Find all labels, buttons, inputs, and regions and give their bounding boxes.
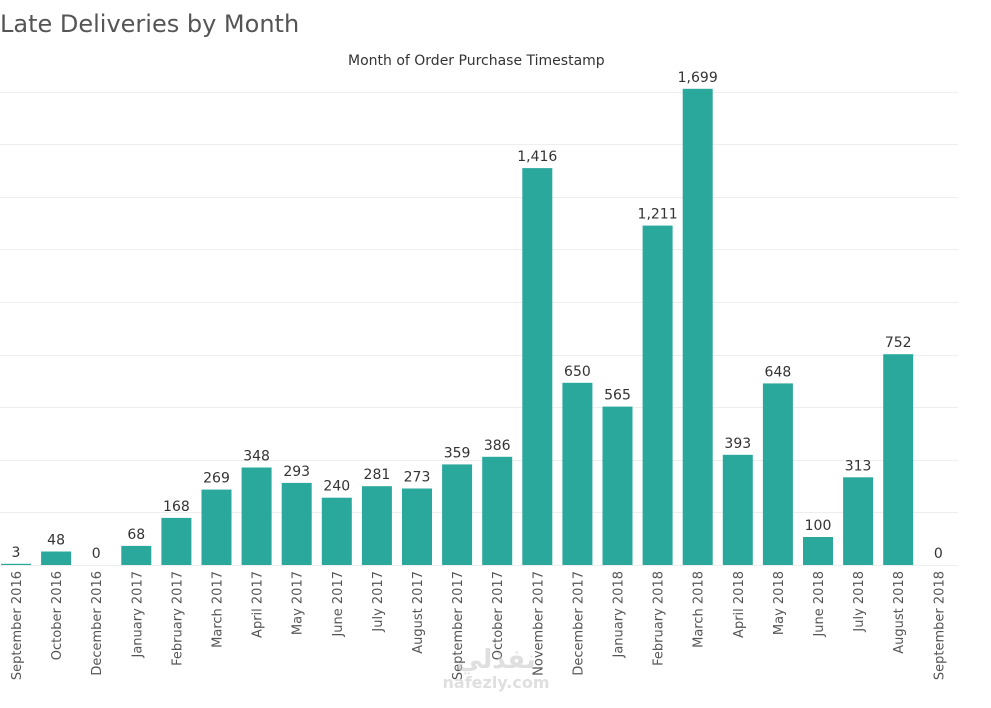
watermark-logo: نفذلي: [456, 645, 536, 675]
x-tick-label: January 2018: [612, 571, 627, 659]
data-label: 273: [404, 470, 431, 486]
data-label: 650: [564, 364, 591, 380]
data-label: 240: [323, 479, 350, 495]
bar: [762, 383, 793, 565]
x-tick-label: November 2017: [531, 571, 546, 676]
x-tick-label: June 2018: [812, 571, 827, 638]
watermark-text: nafezly.com: [442, 673, 550, 692]
bar: [321, 497, 352, 565]
bar: [843, 477, 874, 565]
x-tick-label: February 2018: [652, 571, 667, 666]
x-tick-label: October 2017: [491, 571, 506, 660]
data-label: 752: [885, 335, 912, 351]
data-label: 348: [243, 449, 270, 465]
data-label: 168: [163, 499, 190, 515]
x-tick-label: July 2017: [371, 571, 386, 633]
bar: [682, 88, 713, 566]
data-label: 648: [765, 364, 792, 380]
bar: [121, 545, 152, 565]
x-tick-label: February 2017: [170, 571, 185, 666]
x-tick-label: September 2017: [451, 571, 466, 680]
bar: [482, 456, 513, 565]
watermark: نفذلي nafezly.com: [436, 646, 556, 692]
data-label: 0: [934, 546, 943, 562]
x-tick-label: December 2017: [571, 571, 586, 676]
x-tick-label: May 2018: [772, 571, 787, 635]
data-label: 386: [484, 438, 511, 454]
x-axis-title: Month of Order Purchase Timestamp: [348, 53, 605, 69]
chart-title: Late Deliveries by Month: [0, 10, 300, 38]
data-label: 3: [12, 545, 21, 561]
data-label: 48: [47, 533, 65, 549]
x-tick-label: October 2016: [50, 571, 65, 660]
bar: [522, 168, 553, 565]
bar: [883, 354, 914, 565]
bar: [361, 486, 392, 565]
bar: [161, 517, 192, 565]
x-tick-label: April 2018: [732, 571, 747, 638]
x-tick-label: August 2018: [892, 571, 907, 654]
data-label: 359: [444, 445, 471, 461]
gridlines: [0, 92, 958, 566]
x-tick-label: March 2017: [211, 571, 226, 648]
data-label: 0: [92, 546, 101, 562]
data-label: 100: [805, 518, 832, 534]
bar: [1, 563, 31, 565]
data-label: 393: [724, 436, 751, 452]
bar: [722, 454, 753, 565]
x-tick-labels: September 2016 October 2016 December 2016 J…: [10, 571, 947, 680]
bars: [1, 88, 914, 566]
x-tick-label: March 2018: [692, 571, 707, 648]
x-tick-label: September 2018: [932, 571, 947, 680]
data-label: 565: [604, 388, 631, 404]
x-tick-label: August 2017: [411, 571, 426, 654]
data-label: 293: [283, 464, 310, 480]
bar: [602, 406, 633, 565]
bar: [281, 482, 312, 565]
bar: [642, 225, 673, 565]
data-label: 281: [364, 467, 391, 483]
data-label: 313: [845, 458, 872, 474]
x-tick-label: July 2018: [852, 571, 867, 633]
data-label: 269: [203, 471, 230, 487]
x-tick-label: September 2016: [10, 571, 25, 680]
x-tick-label: June 2017: [331, 571, 346, 638]
bar: [442, 464, 473, 565]
x-tick-label: December 2016: [90, 571, 105, 676]
data-label: 1,699: [678, 70, 718, 86]
bar: [803, 537, 833, 565]
bar: [402, 488, 432, 565]
x-tick-label: January 2017: [130, 571, 145, 659]
bar: [562, 382, 593, 565]
data-label: 1,211: [638, 207, 678, 223]
bar: [241, 467, 272, 565]
bar: [41, 551, 72, 565]
x-tick-label: May 2017: [291, 571, 306, 635]
data-label: 1,416: [517, 149, 557, 165]
bar: [201, 489, 232, 565]
x-tick-label: April 2017: [251, 571, 266, 638]
data-label: 68: [127, 527, 145, 543]
